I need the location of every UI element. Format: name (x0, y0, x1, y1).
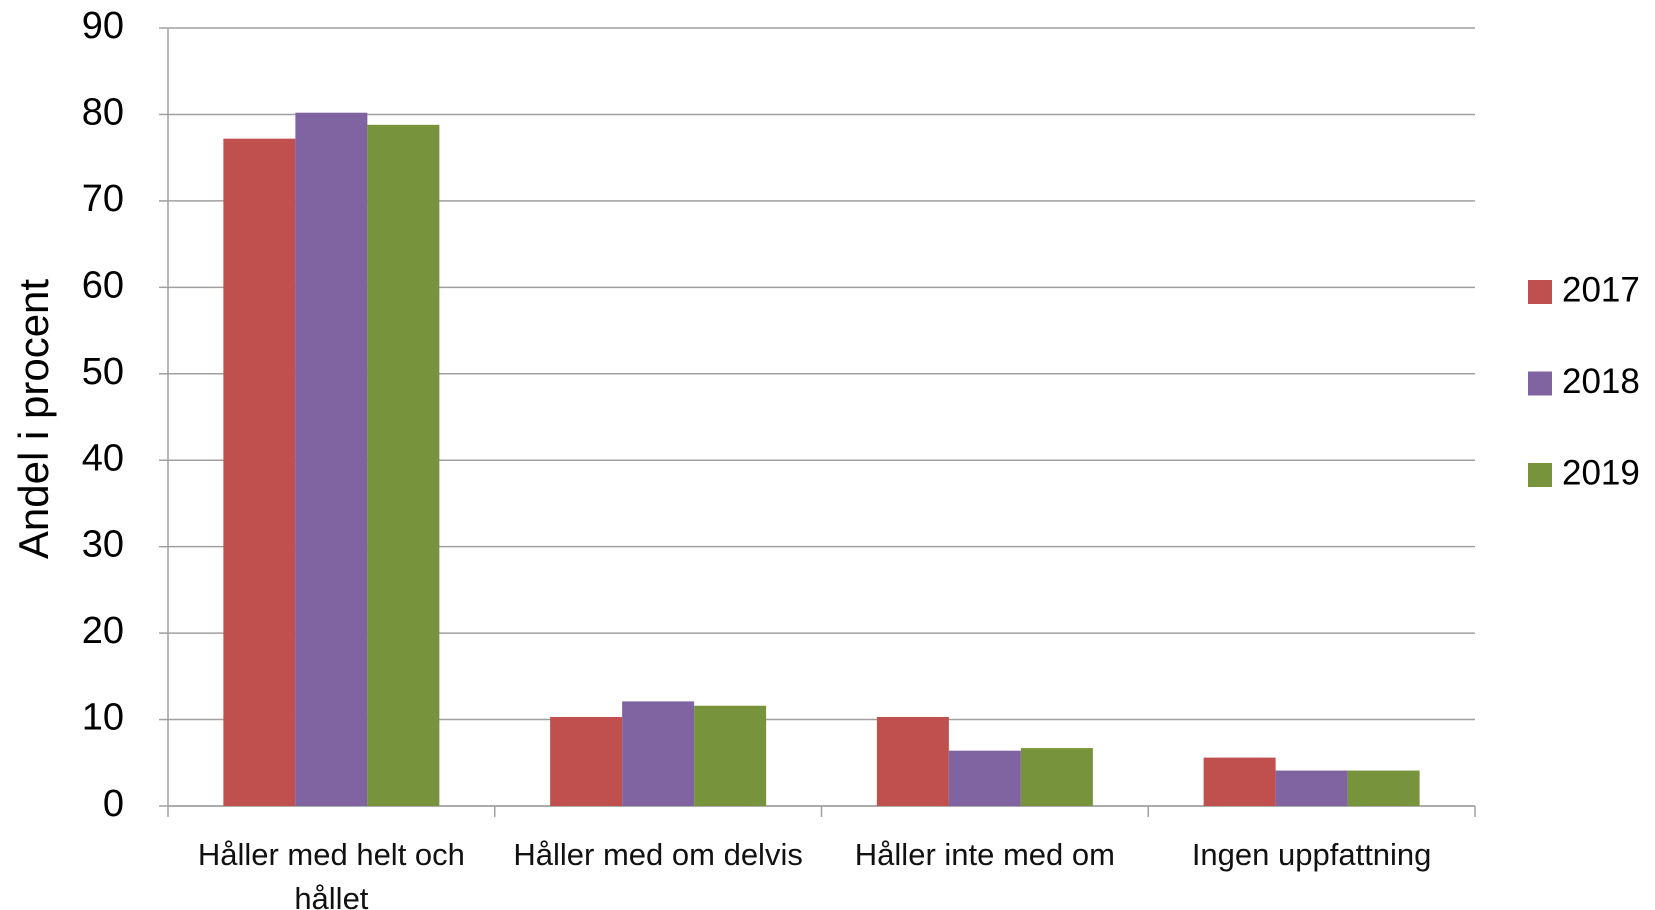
legend-swatch (1528, 280, 1552, 304)
legend-swatch (1528, 371, 1552, 396)
y-tick-label: 90 (82, 5, 124, 47)
y-tick-label: 20 (82, 610, 124, 652)
y-tick-label: 0 (103, 783, 124, 825)
legend-label: 2019 (1562, 453, 1640, 492)
bar (876, 716, 949, 806)
x-tick-label: Håller med om delvis (513, 837, 803, 872)
bar (694, 705, 767, 806)
bar (1275, 770, 1348, 806)
y-tick-label: 30 (82, 524, 124, 566)
y-tick-label: 10 (82, 697, 124, 739)
y-axis-title: Andel i procent (10, 279, 57, 560)
legend-swatch (1528, 463, 1552, 487)
x-tick-label: Håller med helt och hållet (197, 837, 465, 910)
y-tick-label: 60 (82, 264, 124, 306)
bar (1020, 748, 1093, 806)
bar (550, 716, 623, 806)
y-tick-label: 80 (82, 91, 124, 133)
bar (295, 112, 368, 806)
bar (223, 138, 296, 806)
legend-label: 2018 (1562, 362, 1640, 401)
legend-label: 2017 (1562, 270, 1640, 309)
bar (1347, 770, 1420, 806)
bar (948, 750, 1021, 806)
y-tick-label: 40 (82, 437, 124, 479)
bar (622, 701, 695, 806)
bar (367, 124, 440, 807)
x-tick-label: Ingen uppfattning (1191, 837, 1432, 872)
x-tick-label: Håller inte med om (854, 837, 1115, 872)
y-tick-label: 70 (82, 178, 124, 220)
y-tick-label: 50 (82, 351, 124, 393)
bar (1203, 757, 1276, 806)
